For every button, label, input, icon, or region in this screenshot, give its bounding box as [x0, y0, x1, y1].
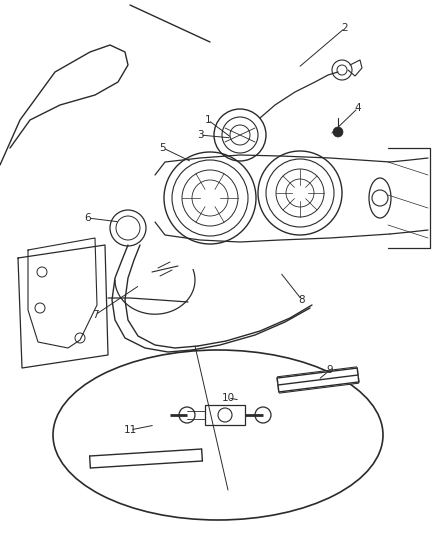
Circle shape [333, 127, 343, 137]
Bar [205, 405, 245, 425]
Text: 11: 11 [124, 425, 137, 435]
Text: 8: 8 [299, 295, 305, 305]
Text: 6: 6 [85, 213, 91, 223]
Polygon shape [277, 368, 359, 392]
Text: 5: 5 [160, 143, 166, 153]
Text: 2: 2 [342, 23, 348, 33]
Polygon shape [90, 449, 202, 468]
Text: 1: 1 [205, 115, 211, 125]
Text: 7: 7 [92, 310, 98, 320]
Text: 10: 10 [222, 393, 235, 403]
Text: 4: 4 [355, 103, 361, 113]
Text: 3: 3 [197, 130, 203, 140]
Text: 9: 9 [327, 365, 333, 375]
